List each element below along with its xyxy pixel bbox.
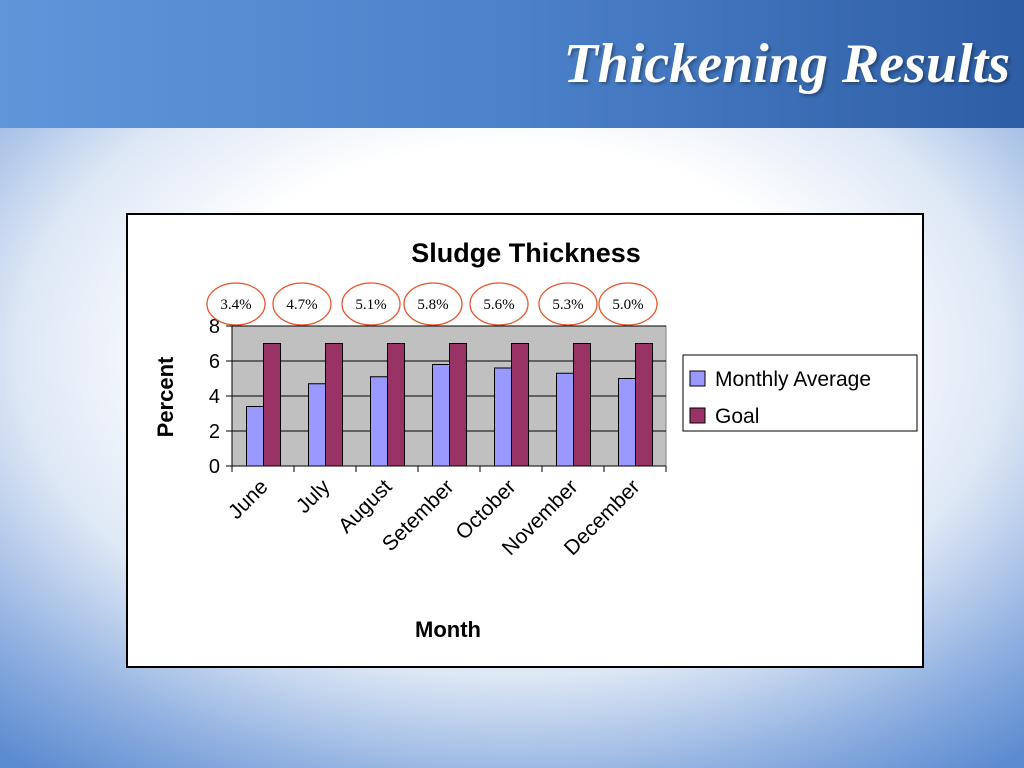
annotation-circle [469,282,529,326]
bar-goal [449,343,467,467]
bar-goal [325,343,343,467]
annotation-circle [403,282,463,326]
title-banner [0,0,1024,128]
bars [246,343,653,467]
annotation-label: 5.1% [355,297,386,313]
value-annotations: 3.4% 4.7% 5.1% 5.8% 5.6% 5.3% 5.0% [206,282,658,326]
y-tick-label: 0 [209,456,220,478]
annotation-circle [598,282,658,326]
bar-monthly-average [494,367,512,467]
x-axis-label: Month [415,617,481,642]
x-category-label: June [224,475,272,523]
legend-label: Goal [715,405,759,428]
annotation-circle [272,282,332,326]
annotation-label: 5.8% [417,297,448,313]
legend: Monthly Average Goal [682,354,918,432]
y-tick-label: 8 [209,316,220,338]
bar-monthly-average [618,378,636,467]
annotation-label: 3.4% [220,297,251,313]
legend-box [682,354,918,432]
y-axis-label: Percent [153,356,178,437]
chart-frame: Sludge Thickness 0 2 4 6 8 June July August Sete… [126,213,924,668]
annotation-label: 5.3% [552,297,583,313]
annotation-label: 5.0% [612,297,643,313]
slide-title: Thickening Results [563,33,1010,95]
chart-title: Sludge Thickness [411,238,641,268]
annotation-label: 5.6% [483,297,514,313]
annotation-circle [206,282,266,326]
annotation-circle [538,282,598,326]
y-tick-label: 2 [209,421,220,443]
annotation-label: 4.7% [286,297,317,313]
bar-goal [387,343,405,467]
y-tick-label: 4 [209,386,220,408]
legend-swatch [689,370,706,387]
x-category-label: August [334,475,397,538]
bar-goal [573,343,591,467]
bar-goal [635,343,653,467]
bar-goal [263,343,281,467]
annotation-circle [341,282,401,326]
bar-monthly-average [432,364,450,467]
legend-label: Monthly Average [715,368,871,391]
bar-monthly-average [246,406,264,467]
bar-goal [511,343,529,467]
bar-monthly-average [556,372,574,467]
bar-monthly-average [370,376,388,467]
legend-swatch [689,407,706,424]
x-category-label: July [292,475,335,518]
y-tick-label: 6 [209,351,220,373]
bar-monthly-average [308,383,326,467]
